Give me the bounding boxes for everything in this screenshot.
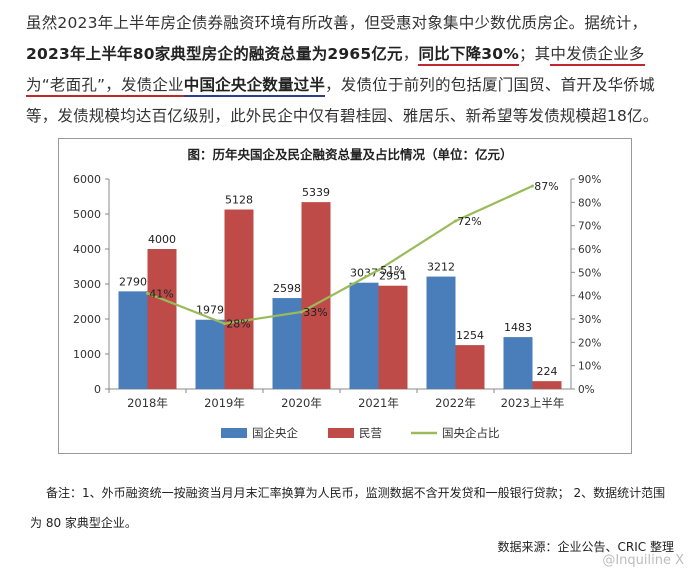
bar-value-label: 1483 <box>504 321 532 334</box>
share-value-label: 87% <box>534 180 558 193</box>
share-point <box>300 310 303 314</box>
y-left-tick-label: 4000 <box>73 243 101 256</box>
bar-private <box>301 202 331 389</box>
footnote: 备注：1、外币融资统一按融资当月月末汇率换算为人民币，监测数据不含开发贷和一般银… <box>30 486 666 530</box>
bar-value-label: 2951 <box>379 270 407 283</box>
share-point <box>531 184 534 188</box>
bar-private <box>224 209 254 389</box>
y-left-tick-label: 2000 <box>73 313 101 326</box>
y-right-tick-label: 30% <box>578 314 601 326</box>
chart-svg: 图：历年央国企及民企融资总量及占比情况（单位：亿元） 0 1000 2000 3000 4… <box>73 147 601 440</box>
legend-label: 国央企占比 <box>442 426 500 440</box>
y-right-tick-label: 80% <box>578 197 601 209</box>
share-point <box>377 268 380 272</box>
bar-private <box>532 381 562 389</box>
article-underlined-1: 中发债企业多为“老面孔”，发债企业 <box>26 45 645 97</box>
data-source: 数据来源：企业公告、CRIC 整理 <box>497 540 674 554</box>
chart-panel: 图：历年央国企及民企融资总量及占比情况（单位：亿元） 0 1000 2000 3000 4… <box>58 138 632 454</box>
share-point <box>223 322 226 326</box>
article-bold-1: 2023年上半年80家典型房企的融资总量为2965亿元 <box>26 45 403 63</box>
x-tick-label: 2020年 <box>281 396 322 410</box>
bar-value-label: 2598 <box>273 282 301 295</box>
y-right-tick-label: 0% <box>578 384 595 396</box>
share-value-label: 72% <box>457 215 481 228</box>
bar-value-label: 2790 <box>119 275 147 288</box>
article-bold-2: 同比下降30% <box>418 45 519 66</box>
article-bold-3: 中国企央企数量过半 <box>183 76 326 97</box>
x-tick-label: 2023上半年 <box>501 396 565 410</box>
share-line <box>147 184 533 325</box>
y-right-tick-label: 60% <box>578 244 601 256</box>
bar-state <box>195 319 225 389</box>
bar-state <box>426 276 456 389</box>
legend-label: 民营 <box>359 426 382 440</box>
article-text-3: ；其 <box>518 45 551 63</box>
bar-private <box>147 249 177 389</box>
y-right-tick-label: 50% <box>578 267 601 279</box>
bar-state <box>349 282 379 389</box>
article-text-4: ，发债位于前列的包括厦门国贸、首开及华侨城等，发债规模均达百亿级别，此外民企中仅… <box>26 76 659 125</box>
article-text-1: 虽然2023年上半年房企债券融资环境有所改善，但受惠对象集中少数优质房企。据统计… <box>26 14 648 32</box>
y-left-tick-label: 3000 <box>73 278 101 291</box>
share-value-label: 33% <box>303 306 327 319</box>
article-text-2: ， <box>402 45 419 63</box>
share-value-label: 28% <box>226 318 250 331</box>
bar-value-label: 224 <box>537 365 558 378</box>
y-left-tick-label: 1000 <box>73 348 101 361</box>
bar-value-label: 5128 <box>225 194 253 207</box>
bar-state <box>118 291 148 389</box>
y-right-tick-label: 20% <box>578 337 601 349</box>
article-paragraph: 虽然2023年上半年房企债券融资环境有所改善，但受惠对象集中少数优质房企。据统计… <box>26 8 668 132</box>
bar-state <box>503 337 533 389</box>
y-right-tick-label: 90% <box>578 174 601 186</box>
bar-value-label: 1979 <box>196 304 224 317</box>
y-left-tick-label: 6000 <box>73 173 101 186</box>
x-tick-label: 2021年 <box>358 396 399 410</box>
x-tick-label: 2018年 <box>127 396 168 410</box>
legend-swatch <box>221 428 247 438</box>
chart-title: 图：历年央国企及民企融资总量及占比情况（单位：亿元） <box>187 147 512 162</box>
x-tick-label: 2022年 <box>435 396 476 410</box>
bar-value-label: 3212 <box>427 261 455 274</box>
watermark: @Inquiline X <box>602 553 684 568</box>
share-point <box>146 291 149 295</box>
y-right-tick-label: 10% <box>578 361 601 373</box>
bar-value-label: 4000 <box>148 233 176 246</box>
legend-label: 国企央企 <box>252 426 298 440</box>
y-right-tick-label: 40% <box>578 291 601 303</box>
share-point <box>454 219 457 223</box>
x-tick-label: 2019年 <box>204 396 245 410</box>
share-value-label: 51% <box>380 264 404 277</box>
bar-private <box>378 285 408 389</box>
y-left-tick-label: 0 <box>94 383 101 396</box>
y-right-tick-label: 70% <box>578 221 601 233</box>
bar-value-label: 3037 <box>350 267 378 280</box>
share-value-label: 41% <box>149 287 173 300</box>
legend-swatch <box>328 428 354 438</box>
bar-private <box>455 345 485 389</box>
y-left-tick-label: 5000 <box>73 208 101 221</box>
bar-value-label: 5339 <box>302 186 330 199</box>
bar-value-label: 1254 <box>456 329 484 342</box>
